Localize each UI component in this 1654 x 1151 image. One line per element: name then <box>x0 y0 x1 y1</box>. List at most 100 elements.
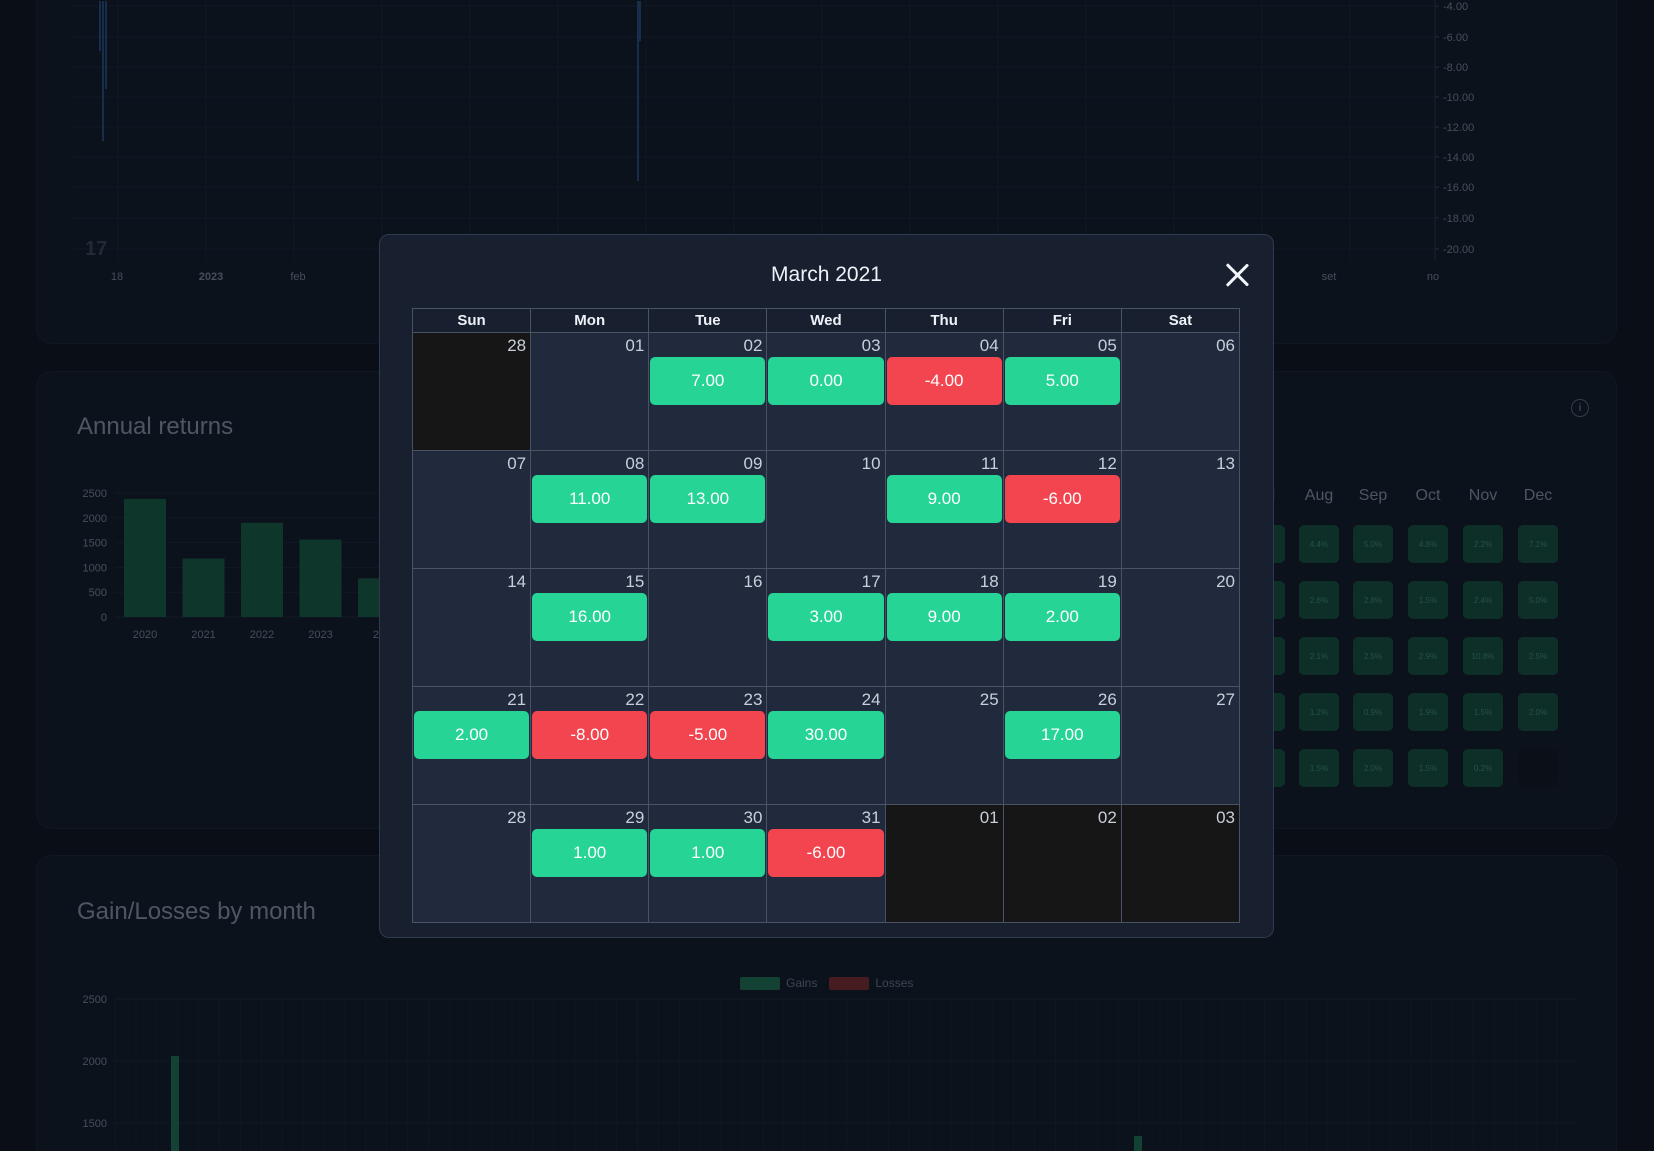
calendar-day[interactable]: 06 <box>1120 332 1241 451</box>
day-pnl-badge[interactable]: -8.00 <box>532 711 648 759</box>
day-pnl-badge[interactable]: 1.00 <box>532 829 648 877</box>
day-pnl-badge[interactable]: 0.00 <box>768 357 884 405</box>
calendar-day[interactable]: 02 7.00 <box>648 332 768 451</box>
calendar-day[interactable]: 13 <box>1120 450 1241 569</box>
day-pnl-badge[interactable]: 30.00 <box>768 711 884 759</box>
heatmap-cell[interactable]: 2.0% <box>1518 693 1558 731</box>
heatmap-cell[interactable]: 2.8% <box>1353 581 1393 619</box>
day-pnl-badge[interactable]: -6.00 <box>1004 475 1120 523</box>
info-icon[interactable]: i <box>1571 399 1589 417</box>
heatmap-cell[interactable] <box>1518 749 1558 787</box>
annual-x-tick: 2020 <box>133 629 157 641</box>
calendar-day[interactable]: 14 <box>411 568 532 687</box>
gains-legend-label: Gains <box>786 976 818 990</box>
gains-swatch[interactable] <box>740 976 780 990</box>
losses-swatch[interactable] <box>829 976 870 990</box>
heatmap-cell[interactable]: 1.9% <box>1408 693 1448 731</box>
calendar-day[interactable]: 30 1.00 <box>648 804 768 923</box>
heatmap-cell[interactable]: 5.0% <box>1518 581 1558 619</box>
heatmap-cell[interactable]: 2.4% <box>1463 581 1503 619</box>
heatmap-cell[interactable]: 1.5% <box>1463 693 1503 731</box>
calendar-day[interactable]: 15 16.00 <box>530 568 650 687</box>
heatmap-cell[interactable]: 7.1% <box>1518 525 1558 563</box>
heatmap-cell[interactable]: 5.0% <box>1353 525 1393 563</box>
close-icon[interactable] <box>1223 261 1251 289</box>
day-pnl-badge[interactable]: 2.00 <box>1004 593 1120 641</box>
heatmap-cell[interactable]: 2.6% <box>1299 581 1339 619</box>
y-tick-label: -16.00 <box>1443 182 1474 194</box>
heatmap-cell[interactable]: 4.8% <box>1408 525 1448 563</box>
heatmap-cell[interactable]: 4.4% <box>1299 525 1339 563</box>
calendar-day[interactable]: 10 <box>766 450 886 569</box>
day-number: 04 <box>979 336 999 355</box>
heatmap-cell[interactable]: 2.9% <box>1408 637 1448 675</box>
day-pnl-badge[interactable]: 9.00 <box>886 475 1002 523</box>
calendar-day[interactable]: 28 <box>411 332 532 451</box>
heatmap-cell[interactable]: 2.0% <box>1353 749 1393 787</box>
calendar-day[interactable]: 09 13.00 <box>648 450 768 569</box>
calendar-day[interactable]: 20 <box>1120 568 1241 687</box>
heatmap-cell[interactable]: 0.9% <box>1353 693 1393 731</box>
annual-bar[interactable] <box>182 558 225 617</box>
calendar-day[interactable]: 04 -4.00 <box>884 332 1004 451</box>
calendar-day[interactable]: 18 9.00 <box>884 568 1004 687</box>
calendar-day[interactable]: 11 9.00 <box>884 450 1004 569</box>
annual-bar[interactable] <box>124 498 166 617</box>
calendar-day[interactable]: 24 30.00 <box>766 686 886 805</box>
calendar-day[interactable]: 22 -8.00 <box>530 686 650 805</box>
day-pnl-badge[interactable]: 3.00 <box>768 593 884 641</box>
heatmap-cell[interactable]: 2.2% <box>1463 525 1503 563</box>
day-pnl-badge[interactable]: 5.00 <box>1004 357 1120 405</box>
calendar-day[interactable]: 02 <box>1002 804 1122 923</box>
calendar-day[interactable]: 03 0.00 <box>766 332 886 451</box>
heatmap-cell[interactable]: 2.1% <box>1299 637 1339 675</box>
calendar-day[interactable]: 25 <box>884 686 1004 805</box>
calendar-day[interactable]: 27 <box>1120 686 1241 805</box>
heatmap-cell[interactable]: 1.2% <box>1299 693 1339 731</box>
annual-bar[interactable] <box>299 539 342 617</box>
gl-bar[interactable] <box>1134 1136 1142 1151</box>
day-pnl-badge[interactable]: 2.00 <box>414 711 530 759</box>
day-pnl-badge[interactable]: 11.00 <box>532 475 648 523</box>
annual-bar[interactable] <box>241 522 283 617</box>
calendar-day[interactable]: 01 <box>530 332 650 451</box>
gl-bar[interactable] <box>171 1056 179 1151</box>
calendar-day[interactable]: 26 17.00 <box>1002 686 1122 805</box>
calendar-day[interactable]: 08 11.00 <box>530 450 650 569</box>
calendar-day[interactable]: 07 <box>411 450 532 569</box>
day-pnl-badge[interactable]: 16.00 <box>532 593 648 641</box>
calendar-day[interactable]: 29 1.00 <box>530 804 650 923</box>
price-chart[interactable]: -4.00 -6.00 -8.00 -10.00 -12.00 -14.00 -16.00 -… <box>37 0 1618 345</box>
month-header: Dec <box>1523 487 1553 504</box>
day-pnl-badge[interactable]: 1.00 <box>650 829 766 877</box>
calendar-day[interactable]: 12 -6.00 <box>1002 450 1122 569</box>
heatmap-cell[interactable]: 2.5% <box>1353 637 1393 675</box>
day-pnl-badge[interactable]: 9.00 <box>886 593 1002 641</box>
calendar-day[interactable]: 01 <box>884 804 1004 923</box>
heatmap-cell[interactable]: 0.2% <box>1463 749 1503 787</box>
heatmap-cell[interactable]: 1.5% <box>1408 581 1448 619</box>
heatmap-cell[interactable]: 1.5% <box>1299 749 1339 787</box>
day-pnl-badge[interactable]: 13.00 <box>650 475 766 523</box>
calendar-day[interactable]: 31 -6.00 <box>766 804 886 923</box>
calendar-day[interactable]: 19 2.00 <box>1002 568 1122 687</box>
calendar-day[interactable]: 21 2.00 <box>411 686 532 805</box>
heatmap-cell[interactable]: 1.5% <box>1408 749 1448 787</box>
day-pnl-badge[interactable]: 17.00 <box>1004 711 1120 759</box>
day-pnl-badge[interactable]: -4.00 <box>886 357 1002 405</box>
calendar-day[interactable]: 23 -5.00 <box>648 686 768 805</box>
weekday-header: Fri <box>1002 308 1122 333</box>
heatmap-cell[interactable]: 2.5% <box>1518 637 1558 675</box>
day-pnl-badge[interactable]: -6.00 <box>768 829 884 877</box>
calendar-day[interactable]: 17 3.00 <box>766 568 886 687</box>
calendar-grid: Sun Mon Tue Wed Thu Fri Sat 28 01 02 7.00 03 0.00 04… <box>411 308 1241 923</box>
heatmap-cell[interactable]: 10.8% <box>1463 637 1503 675</box>
day-number: 01 <box>625 336 645 355</box>
day-number: 20 <box>1216 572 1235 591</box>
day-pnl-badge[interactable]: 7.00 <box>650 357 766 405</box>
day-pnl-badge[interactable]: -5.00 <box>650 711 766 759</box>
calendar-day[interactable]: 03 <box>1120 804 1241 923</box>
calendar-day[interactable]: 16 <box>648 568 768 687</box>
calendar-day[interactable]: 05 5.00 <box>1002 332 1122 451</box>
calendar-day[interactable]: 28 <box>411 804 532 923</box>
